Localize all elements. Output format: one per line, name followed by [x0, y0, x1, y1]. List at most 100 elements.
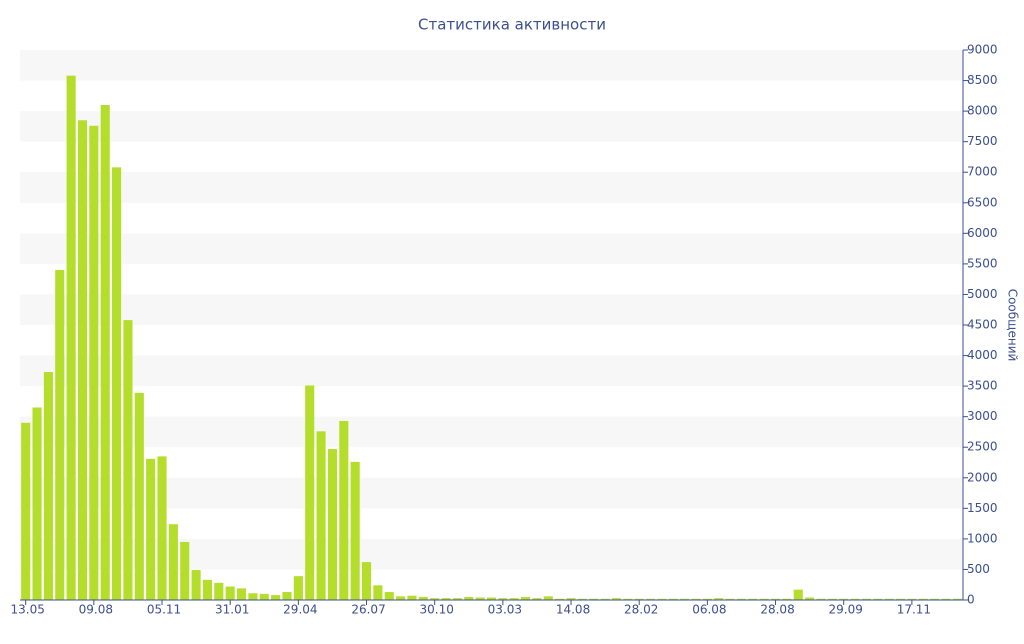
- bar: [827, 598, 837, 600]
- bar: [486, 597, 497, 600]
- bar: [282, 592, 292, 600]
- y-tick-label: 9000: [967, 43, 998, 57]
- bar: [725, 598, 735, 600]
- bar: [66, 75, 76, 600]
- bar: [509, 598, 519, 600]
- bar: [850, 598, 860, 600]
- y-tick-label: 6000: [967, 226, 998, 240]
- y-tick-label: 0: [967, 593, 975, 607]
- bar: [714, 598, 724, 600]
- bar: [895, 598, 906, 600]
- bar: [373, 585, 383, 600]
- x-tick-label: 17.11: [897, 603, 931, 617]
- bar: [191, 570, 201, 600]
- grid-stripe: [20, 172, 963, 203]
- bar: [293, 576, 303, 600]
- x-tick-label: 13.05: [11, 603, 45, 617]
- grid-stripe: [20, 294, 963, 325]
- bar: [100, 105, 110, 600]
- bar: [259, 593, 269, 600]
- y-tick-label: 8500: [967, 73, 998, 87]
- bar: [316, 431, 326, 600]
- y-tick-label: 1500: [967, 501, 998, 515]
- bar: [566, 598, 576, 600]
- bar: [21, 422, 31, 600]
- grid-stripe: [20, 355, 963, 387]
- bar: [532, 598, 542, 600]
- bar: [361, 562, 372, 600]
- bar: [112, 167, 122, 601]
- bar: [748, 598, 758, 600]
- x-tick-label: 14.08: [556, 603, 590, 617]
- y-tick-label: 6500: [967, 195, 998, 209]
- bar: [611, 598, 622, 600]
- bar: [680, 598, 690, 600]
- bar: [646, 598, 656, 600]
- bar: [202, 579, 213, 600]
- bar: [168, 524, 178, 600]
- bar: [452, 598, 462, 600]
- bar: [134, 392, 144, 600]
- bar: [498, 598, 508, 600]
- bar: [782, 598, 792, 600]
- bar: [441, 598, 451, 600]
- bar: [237, 588, 247, 600]
- grid-stripe: [20, 477, 963, 509]
- y-tick-label: 500: [967, 562, 990, 576]
- grid-stripe: [20, 111, 963, 142]
- bar: [657, 598, 667, 600]
- x-tick-label: 06.08: [692, 603, 726, 617]
- y-tick-label: 8000: [967, 104, 998, 118]
- bar: [623, 598, 633, 600]
- bar: [952, 598, 962, 600]
- bar: [430, 598, 440, 600]
- bar: [123, 320, 133, 600]
- bar: [248, 593, 258, 600]
- bar: [77, 120, 88, 601]
- bar: [350, 461, 360, 600]
- bar: [407, 595, 417, 600]
- bar: [930, 598, 940, 600]
- y-axis-label: Сообщений: [1006, 289, 1020, 362]
- bar: [839, 598, 849, 600]
- x-tick-label: 29.09: [829, 603, 863, 617]
- bar: [43, 372, 53, 600]
- bar: [327, 449, 337, 600]
- bar: [884, 598, 894, 600]
- bar: [873, 598, 883, 600]
- bar: [271, 595, 281, 600]
- bar: [225, 586, 235, 600]
- bar: [861, 598, 871, 600]
- bar: [396, 596, 406, 600]
- y-tick-label: 2000: [967, 470, 998, 484]
- bar: [770, 598, 781, 600]
- x-tick-label: 28.08: [760, 603, 794, 617]
- bar: [907, 598, 917, 600]
- y-tick-label: 3500: [967, 379, 998, 393]
- bar: [691, 598, 701, 600]
- x-tick-label: 05.11: [147, 603, 181, 617]
- x-tick-label: 31.01: [215, 603, 249, 617]
- bar: [464, 596, 474, 600]
- bar: [475, 597, 485, 600]
- y-tick-label: 7000: [967, 165, 998, 179]
- bar: [634, 598, 644, 600]
- y-tick-label: 4000: [967, 348, 998, 362]
- bar: [146, 458, 156, 600]
- x-tick-label: 26.07: [351, 603, 385, 617]
- y-tick-label: 2500: [967, 440, 998, 454]
- x-tick-label: 03.03: [488, 603, 522, 617]
- x-tick-label: 09.08: [79, 603, 113, 617]
- x-tick-label: 28.02: [624, 603, 658, 617]
- bar: [793, 589, 803, 600]
- grid-stripe: [20, 233, 963, 264]
- bar: [157, 456, 167, 600]
- bar: [418, 596, 428, 600]
- bar: [668, 598, 678, 600]
- grid-stripe: [20, 416, 963, 448]
- bar: [736, 598, 746, 600]
- x-tick-label: 29.04: [283, 603, 317, 617]
- bar: [521, 596, 531, 600]
- bar: [702, 598, 712, 600]
- bar: [32, 407, 42, 600]
